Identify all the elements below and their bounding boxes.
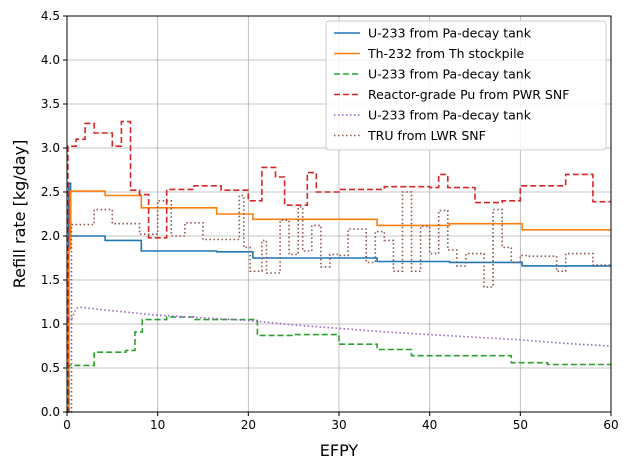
series-line-3: [67, 316, 611, 413]
legend-entry-6: TRU from LWR SNF: [367, 128, 486, 143]
y-tick-label: 0.5: [41, 361, 60, 375]
y-tick-label: 0.0: [41, 405, 60, 419]
ticks: 0 10 20 30 40 50 60 0.0 0.5 1.0 1.5 2.0 2.5 3.0 3.5 4.0…: [41, 9, 619, 432]
x-tick-label: 50: [513, 418, 528, 432]
x-tick-label: 20: [241, 418, 256, 432]
series-line-4: [67, 120, 611, 413]
series-layer: [66, 120, 612, 413]
y-tick-label: 3.5: [41, 97, 60, 111]
y-tick-label: 1.0: [41, 317, 60, 331]
y-tick-label: 4.0: [41, 53, 60, 67]
x-tick-label: 10: [150, 418, 165, 432]
x-tick-label: 30: [331, 418, 346, 432]
x-axis-label: EFPY: [320, 441, 359, 460]
legend-entry-2: Th-232 from Th stockpile: [367, 46, 525, 61]
y-tick-label: 2.5: [41, 185, 60, 199]
legend-entry-1: U-233 from Pa-decay tank: [368, 26, 532, 41]
x-tick-label: 0: [63, 418, 71, 432]
legend-entry-5: U-233 from Pa-decay tank: [368, 108, 532, 123]
x-tick-label: 60: [603, 418, 618, 432]
series-line-5: [66, 306, 612, 347]
legend: U-233 from Pa-decay tank Th-232 from Th s…: [325, 20, 607, 151]
legend-entry-3: U-233 from Pa-decay tank: [368, 67, 532, 82]
legend-frame: [325, 20, 607, 151]
y-tick-label: 3.0: [41, 141, 60, 155]
y-tick-label: 2.0: [41, 229, 60, 243]
series-line-2: [67, 190, 611, 413]
y-axis-label: Refill rate [kg/day]: [10, 140, 29, 289]
y-tick-label: 1.5: [41, 273, 60, 287]
legend-entry-4: Reactor-grade Pu from PWR SNF: [368, 87, 569, 102]
x-tick-label: 40: [422, 418, 437, 432]
y-tick-label: 4.5: [41, 9, 60, 23]
